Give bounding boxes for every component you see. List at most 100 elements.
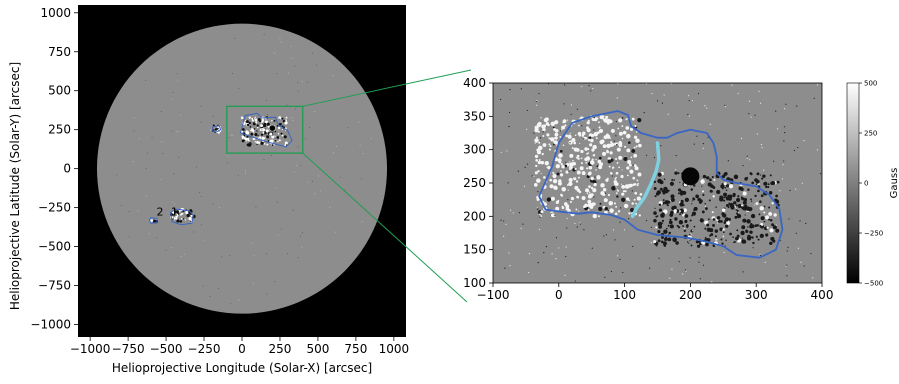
flux-patch	[591, 117, 595, 122]
flux-speck	[570, 104, 573, 106]
flux-patch	[728, 184, 734, 189]
flux-speck	[509, 265, 511, 267]
flux-speck	[359, 144, 361, 146]
flux-patch	[276, 136, 280, 139]
flux-patch	[745, 229, 748, 232]
y-tick-label: 250	[463, 176, 486, 190]
flux-speck	[779, 190, 781, 192]
flux-patch	[672, 237, 677, 243]
flux-speck	[306, 181, 308, 183]
flux-patch	[754, 194, 757, 198]
flux-patch	[609, 137, 612, 139]
flux-patch	[723, 192, 728, 197]
flux-patch	[565, 134, 568, 138]
flux-speck	[536, 104, 538, 106]
flux-speck	[614, 239, 616, 241]
flux-speck	[280, 41, 282, 43]
flux-patch	[180, 214, 182, 216]
flux-patch	[730, 205, 735, 210]
flux-speck	[537, 191, 539, 193]
flux-speck	[279, 137, 281, 139]
flux-patch	[567, 134, 572, 139]
flux-speck	[525, 128, 528, 130]
flux-patch	[657, 221, 663, 227]
flux-patch	[732, 236, 734, 238]
sunspot	[681, 167, 700, 186]
flux-speck	[263, 158, 265, 160]
flux-patch	[655, 215, 658, 218]
flux-patch	[662, 241, 667, 246]
flux-patch	[265, 129, 269, 133]
flux-patch	[579, 166, 584, 171]
flux-patch	[281, 117, 284, 120]
flux-patch	[721, 242, 724, 245]
flux-patch	[740, 230, 745, 236]
flux-speck	[161, 141, 163, 143]
flux-speck	[339, 176, 341, 178]
flux-patch	[621, 137, 624, 140]
flux-speck	[293, 171, 295, 173]
flux-patch	[582, 131, 586, 136]
flux-patch	[775, 194, 778, 198]
flux-speck	[565, 162, 567, 164]
flux-patch	[241, 128, 245, 131]
flux-patch	[560, 170, 562, 172]
flux-speck	[555, 258, 557, 260]
flux-speck	[238, 299, 240, 301]
flux-speck	[297, 90, 299, 92]
flux-speck	[160, 178, 162, 180]
flux-patch	[190, 220, 192, 222]
flux-patch	[568, 177, 573, 183]
flux-patch	[721, 212, 725, 216]
flux-patch	[251, 119, 254, 122]
flux-speck	[702, 147, 704, 149]
flux-patch	[559, 173, 564, 177]
flux-patch	[663, 178, 666, 180]
flux-speck	[202, 239, 204, 241]
flux-speck	[763, 169, 765, 171]
flux-patch	[693, 225, 696, 228]
flux-patch	[709, 234, 712, 237]
flux-speck	[145, 195, 147, 197]
flux-patch	[633, 135, 638, 139]
region-contour	[148, 217, 158, 224]
flux-patch	[534, 125, 539, 130]
flux-patch	[701, 210, 705, 214]
flux-patch	[590, 186, 594, 190]
flux-speck	[245, 170, 247, 172]
flux-patch	[246, 123, 250, 127]
flux-speck	[274, 280, 276, 282]
flux-speck	[563, 103, 565, 105]
flux-patch	[542, 134, 545, 137]
zoom-panel: −100 0 100 200 300 400 100 150 200 250 300 350 400	[463, 76, 833, 302]
flux-speck	[361, 221, 363, 223]
flux-patch	[585, 188, 590, 193]
colorbar-label: Gauss	[889, 168, 899, 199]
flux-speck	[622, 271, 624, 274]
flux-speck	[626, 118, 629, 120]
flux-speck	[543, 251, 545, 254]
flux-patch	[750, 198, 752, 201]
flux-speck	[816, 149, 819, 151]
flux-patch	[771, 223, 775, 227]
flux-patch	[698, 201, 701, 204]
flux-patch	[256, 130, 258, 132]
flux-speck	[301, 81, 303, 83]
flux-patch	[602, 187, 607, 192]
flux-speck	[302, 232, 304, 234]
flux-speck	[499, 98, 502, 101]
flux-patch	[745, 206, 751, 211]
flux-patch	[614, 212, 618, 216]
flux-patch	[610, 128, 615, 133]
flux-patch	[729, 232, 732, 236]
flux-speck	[528, 271, 530, 274]
flux-patch	[257, 134, 259, 137]
flux-speck	[717, 222, 719, 224]
flux-patch	[595, 158, 597, 161]
flux-patch	[747, 188, 750, 191]
flux-speck	[576, 108, 578, 110]
flux-speck	[133, 117, 135, 119]
flux-patch	[633, 164, 637, 168]
flux-patch	[679, 208, 685, 214]
flux-patch	[726, 221, 730, 226]
